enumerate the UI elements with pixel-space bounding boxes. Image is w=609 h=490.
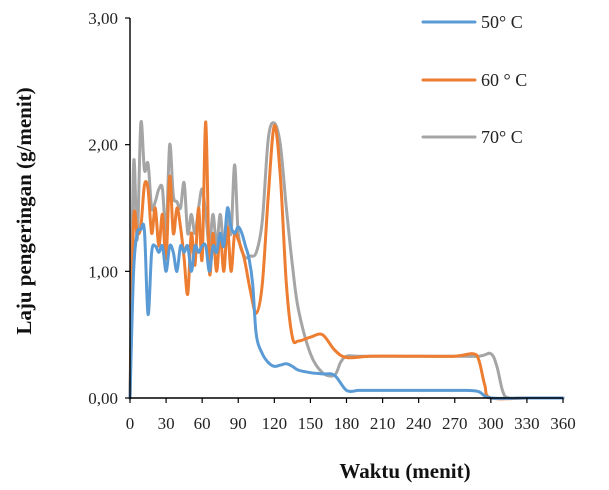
x-tick-labels: 0 30 60 90 120 150 180 210 240 270 300 330 360 xyxy=(126,398,576,433)
x-tick-label: 240 xyxy=(406,414,432,433)
y-tick-label: 1,00 xyxy=(88,262,118,281)
legend: 50° C 60 ° C 70° C xyxy=(421,12,527,147)
series-line-1 xyxy=(128,206,565,400)
x-tick-label: 90 xyxy=(230,414,247,433)
x-tick-label: 30 xyxy=(158,414,175,433)
y-axis-title: Laju pengeringan (g/menit) xyxy=(12,87,36,334)
x-tick-label: 60 xyxy=(194,414,211,433)
legend-label-3: 70° C xyxy=(481,127,523,147)
x-tick-label: 0 xyxy=(126,414,135,433)
series-line-2 xyxy=(128,120,565,401)
y-tick-label: 2,00 xyxy=(88,136,118,155)
x-tick-label: 270 xyxy=(442,414,468,433)
y-tick-label: 3,00 xyxy=(88,9,118,28)
x-tick-label: 150 xyxy=(298,414,324,433)
x-tick-label: 180 xyxy=(334,414,360,433)
x-tick-label: 330 xyxy=(514,414,540,433)
legend-label-2: 60 ° C xyxy=(481,70,527,90)
x-tick-label: 120 xyxy=(262,414,288,433)
series-lines xyxy=(128,119,565,401)
x-axis-title: Waktu (menit) xyxy=(339,459,470,483)
legend-label-1: 50° C xyxy=(481,12,523,32)
y-tick-labels: 0,00 1,00 2,00 3,00 xyxy=(88,9,130,408)
y-tick-label: 0,00 xyxy=(88,389,118,408)
x-tick-label: 360 xyxy=(550,414,576,433)
x-tick-label: 210 xyxy=(370,414,396,433)
x-tick-label: 300 xyxy=(478,414,504,433)
